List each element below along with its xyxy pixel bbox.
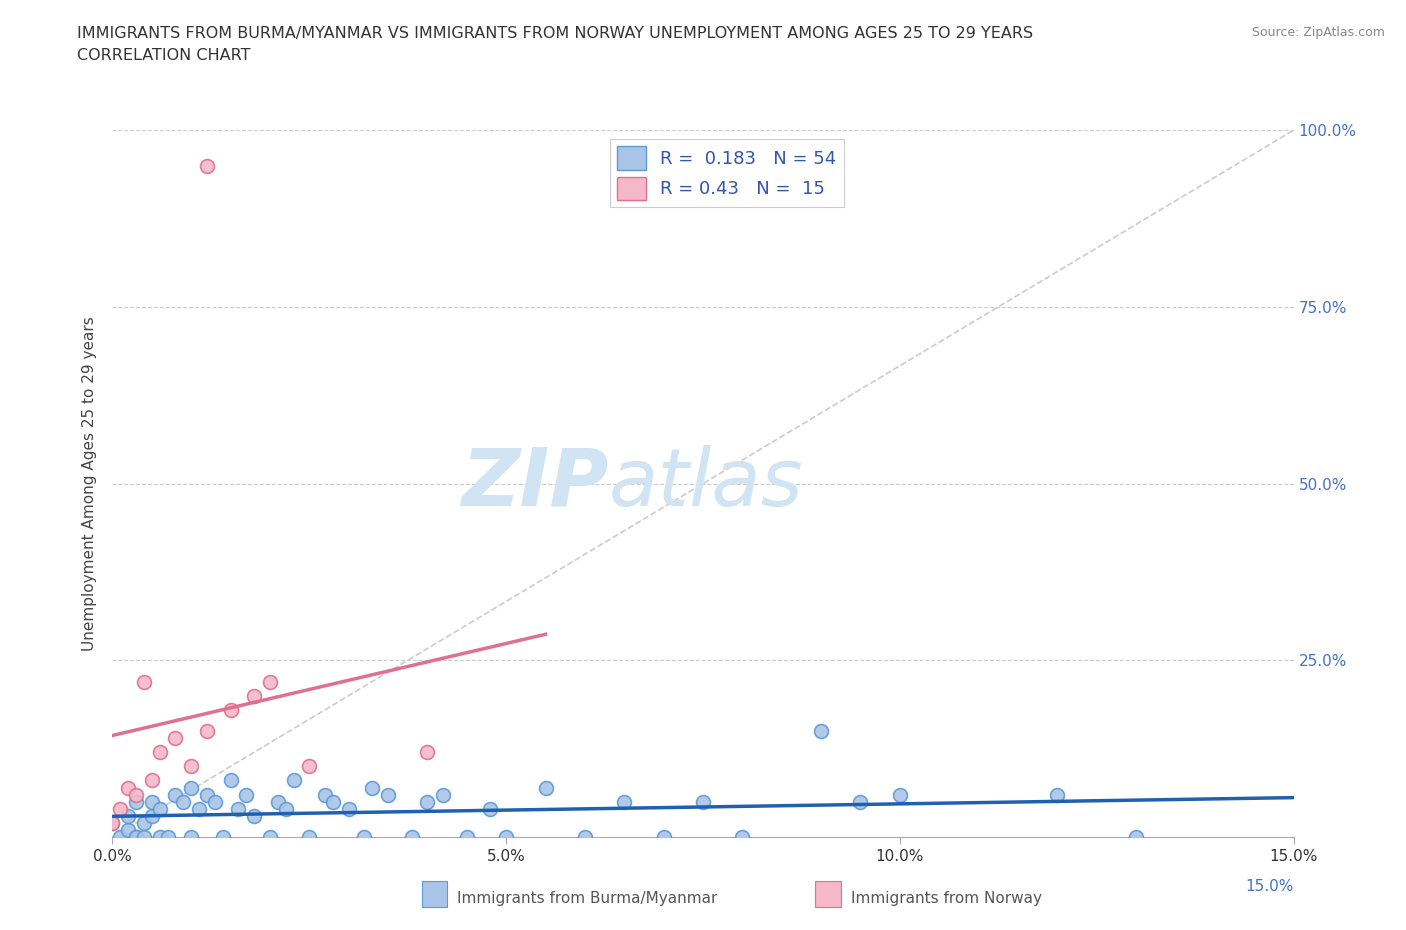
Point	[117, 822, 139, 837]
Point	[195, 158, 218, 173]
Point	[195, 724, 218, 738]
Point	[211, 830, 233, 844]
Text: IMMIGRANTS FROM BURMA/MYANMAR VS IMMIGRANTS FROM NORWAY UNEMPLOYMENT AMONG AGES : IMMIGRANTS FROM BURMA/MYANMAR VS IMMIGRA…	[77, 26, 1033, 41]
Point	[165, 731, 187, 746]
Point	[101, 816, 124, 830]
Point	[125, 794, 148, 809]
Point	[149, 830, 172, 844]
Point	[132, 816, 155, 830]
Point	[353, 830, 375, 844]
Text: Source: ZipAtlas.com: Source: ZipAtlas.com	[1251, 26, 1385, 39]
Point	[243, 808, 266, 823]
Point	[377, 787, 399, 802]
Point	[188, 802, 211, 817]
Point	[180, 780, 202, 795]
Point	[259, 674, 281, 689]
Point	[810, 724, 832, 738]
Point	[432, 787, 454, 802]
Point	[125, 787, 148, 802]
Point	[228, 802, 250, 817]
Point	[534, 780, 557, 795]
Point	[456, 830, 478, 844]
Point	[165, 787, 187, 802]
Point	[361, 780, 384, 795]
Point	[849, 794, 872, 809]
Point	[314, 787, 336, 802]
Text: 15.0%: 15.0%	[1246, 880, 1294, 895]
Point	[125, 830, 148, 844]
Point	[132, 830, 155, 844]
Point	[235, 787, 257, 802]
Point	[141, 773, 163, 788]
Point	[298, 830, 321, 844]
Text: atlas: atlas	[609, 445, 803, 523]
Point	[259, 830, 281, 844]
Point	[141, 808, 163, 823]
Point	[692, 794, 714, 809]
Point	[574, 830, 596, 844]
Point	[479, 802, 502, 817]
Point	[180, 830, 202, 844]
Point	[495, 830, 517, 844]
Point	[731, 830, 754, 844]
Point	[889, 787, 911, 802]
Point	[1046, 787, 1069, 802]
Legend: R =  0.183   N = 54, R = 0.43   N =  15: R = 0.183 N = 54, R = 0.43 N = 15	[610, 140, 844, 207]
Point	[117, 780, 139, 795]
Point	[274, 802, 297, 817]
Text: Immigrants from Norway: Immigrants from Norway	[851, 891, 1042, 906]
Point	[613, 794, 636, 809]
Point	[132, 674, 155, 689]
Point	[219, 773, 242, 788]
Text: Immigrants from Burma/Myanmar: Immigrants from Burma/Myanmar	[457, 891, 717, 906]
Text: CORRELATION CHART: CORRELATION CHART	[77, 48, 250, 63]
Point	[652, 830, 675, 844]
Point	[1125, 830, 1147, 844]
Point	[416, 794, 439, 809]
Point	[149, 802, 172, 817]
Point	[283, 773, 305, 788]
Point	[416, 745, 439, 760]
Point	[110, 830, 132, 844]
Point	[219, 702, 242, 717]
Point	[172, 794, 194, 809]
Point	[195, 787, 218, 802]
Point	[401, 830, 423, 844]
Point	[156, 830, 179, 844]
Point	[101, 816, 124, 830]
Point	[204, 794, 226, 809]
Y-axis label: Unemployment Among Ages 25 to 29 years: Unemployment Among Ages 25 to 29 years	[82, 316, 97, 651]
Point	[298, 759, 321, 774]
Point	[180, 759, 202, 774]
Point	[117, 808, 139, 823]
Point	[149, 745, 172, 760]
Text: ZIP: ZIP	[461, 445, 609, 523]
Point	[243, 688, 266, 703]
Point	[125, 830, 148, 844]
Point	[141, 794, 163, 809]
Point	[337, 802, 360, 817]
Point	[110, 802, 132, 817]
Point	[322, 794, 344, 809]
Point	[267, 794, 290, 809]
